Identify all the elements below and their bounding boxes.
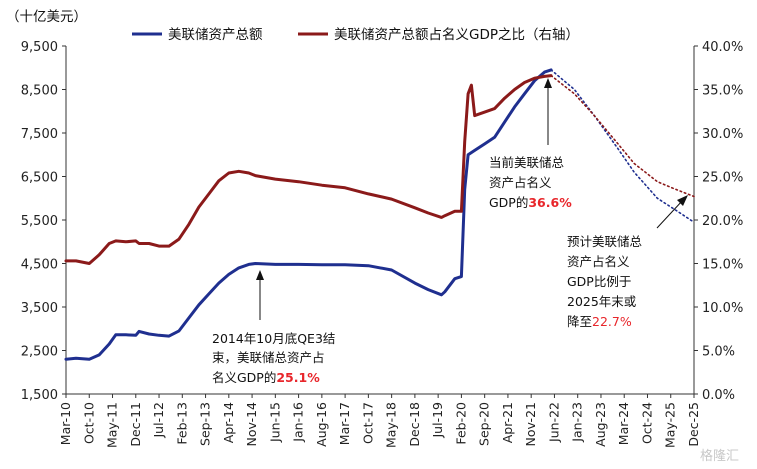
annotation-forecast-value: 22.7% <box>592 314 632 329</box>
x-axis-tick-label: Nov-21 <box>523 402 538 446</box>
annotation-forecast-line-3: GDP比例于 <box>567 274 631 289</box>
x-axis-tick-label: Sep-13 <box>198 402 213 446</box>
legend-label-total-assets: 美联储资产总额 <box>168 27 263 43</box>
x-axis-tick-label: Oct-17 <box>360 402 375 444</box>
x-axis-tick-label: Dec-25 <box>686 402 701 447</box>
watermark-text: 格隆汇 <box>700 448 739 464</box>
x-axis-tick-label: Oct-24 <box>639 402 654 444</box>
legend-label-gdp-ratio: 美联储资产总额占名义GDP之比（右轴） <box>334 27 579 43</box>
annotation-qe3-text: 名义GDP的 <box>212 370 276 385</box>
annotation-forecast-line-4: 2025年末或 <box>567 294 637 309</box>
annotation-forecast-line-1: 预计美联储总 <box>567 234 642 249</box>
x-axis-tick-label: Sep-20 <box>477 402 492 446</box>
legend: 美联储资产总额 美联储资产总额占名义GDP之比（右轴） <box>132 27 579 43</box>
right-axis-tick-label: 20.0% <box>702 214 743 229</box>
x-axis-tick-label: Dec-11 <box>128 402 143 447</box>
x-axis-tick-label: Jun-22 <box>546 402 561 443</box>
x-axis-tick-label: Apr-21 <box>500 402 515 443</box>
x-axis-tick-label: Apr-14 <box>221 402 236 443</box>
x-axis-tick-label: Jun-15 <box>267 402 282 443</box>
series-layer <box>64 68 695 361</box>
left-axis-tick-label: 9,500 <box>21 40 58 55</box>
right-axis-tick-label: 35.0% <box>702 84 743 99</box>
x-axis-tick-label: Jan-16 <box>291 402 306 443</box>
x-axis-tick-label: Dec-18 <box>407 402 422 447</box>
left-axis-ticks: 9,500 8,500 7,500 6,500 5,500 4,500 3,500 2,500… <box>21 40 66 403</box>
left-axis-tick-label: 8,500 <box>21 84 58 99</box>
forecast-total-assets-line <box>550 69 695 223</box>
annotation-current-value: 36.6% <box>528 195 572 210</box>
annotation-forecast-arrow <box>656 199 684 229</box>
right-axis-tick-label: 30.0% <box>702 127 743 142</box>
x-axis-tick-label: Mar-10 <box>58 402 73 445</box>
left-axis-tick-label: 2,500 <box>21 345 58 360</box>
annotation-current-line-1: 当前美联储总 <box>489 155 564 170</box>
gdp-ratio-line <box>64 74 553 265</box>
left-axis-tick-label: 5,500 <box>21 214 58 229</box>
annotation-forecast: 预计美联储总 资产占名义 GDP比例于 2025年末或 降至22.7% <box>567 195 688 329</box>
right-axis-tick-label: 10.0% <box>702 301 743 316</box>
annotation-qe3-line-2: 束，美联储总资产占 <box>212 350 325 365</box>
x-axis-tick-label: May-11 <box>105 402 120 448</box>
left-axis-tick-label: 7,500 <box>21 127 58 142</box>
right-axis-ticks: 40.0% 35.0% 30.0% 25.0% 20.0% 15.0% 10.0% 5.0% 0… <box>694 40 743 403</box>
annotation-current-line-3: GDP的36.6% <box>489 195 572 210</box>
x-axis-ticks: Mar-10 Oct-10 May-11 Dec-11 Jul-12 Feb-13 Sep-… <box>58 394 701 448</box>
right-axis-tick-label: 5.0% <box>702 345 735 360</box>
annotation-qe3-value: 25.1% <box>276 370 320 385</box>
annotation-qe3-arrowhead <box>256 270 264 280</box>
right-axis-tick-label: 40.0% <box>702 40 743 55</box>
x-axis-tick-label: Feb-20 <box>453 402 468 445</box>
annotation-current-arrowhead <box>544 78 552 88</box>
annotation-forecast-arrowhead <box>677 195 688 206</box>
forecast-gdp-ratio-line <box>550 74 695 198</box>
x-axis-tick-label: Aug-23 <box>593 402 608 447</box>
x-axis-tick-label: Oct-10 <box>81 402 96 444</box>
left-axis-tick-label: 3,500 <box>21 301 58 316</box>
annotation-qe3-line-1: 2014年10月底QE3结 <box>212 331 335 346</box>
right-axis-tick-label: 25.0% <box>702 171 743 186</box>
annotation-qe3: 2014年10月底QE3结 束，美联储总资产占 名义GDP的25.1% <box>212 270 335 385</box>
annotation-current-line-2: 资产占名义 <box>489 175 552 190</box>
total-assets-line <box>64 68 553 361</box>
x-axis-tick-label: Jul-19 <box>430 402 445 439</box>
x-axis-tick-label: Mar-24 <box>616 402 631 445</box>
x-axis-tick-label: Jul-12 <box>151 402 166 439</box>
x-axis-tick-label: May-18 <box>384 402 399 448</box>
x-axis-tick-label: Aug-16 <box>314 402 329 447</box>
right-axis-tick-label: 15.0% <box>702 258 743 273</box>
annotation-current: 当前美联储总 资产占名义 GDP的36.6% <box>489 78 572 210</box>
left-axis-tick-label: 6,500 <box>21 171 58 186</box>
annotation-qe3-line-3: 名义GDP的25.1% <box>212 370 320 385</box>
annotation-forecast-text: 降至 <box>567 314 592 329</box>
x-axis-tick-label: Mar-17 <box>337 402 352 445</box>
x-axis-tick-label: Feb-13 <box>174 402 189 445</box>
x-axis-tick-label: Nov-14 <box>244 402 259 447</box>
left-axis-unit-label: （十亿美元） <box>6 9 87 25</box>
left-axis-tick-label: 4,500 <box>21 258 58 273</box>
x-axis-tick-label: May-25 <box>663 402 678 448</box>
x-axis-tick-label: Jan-23 <box>570 402 585 443</box>
annotation-forecast-line-2: 资产占名义 <box>567 254 630 269</box>
annotation-forecast-line-5: 降至22.7% <box>567 314 632 329</box>
annotation-current-text: GDP的 <box>489 195 528 210</box>
left-axis-tick-label: 1,500 <box>21 388 58 403</box>
right-axis-tick-label: 0.0% <box>702 388 735 403</box>
